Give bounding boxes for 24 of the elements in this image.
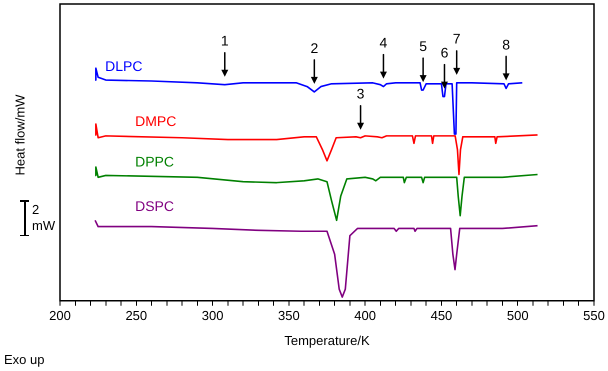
annotation: 4	[380, 34, 388, 50]
x-tick-label: 450	[430, 308, 452, 324]
x-tick-label: 200	[49, 308, 71, 324]
text: Exo up	[4, 352, 44, 367]
annotation: 2	[310, 40, 318, 56]
annotation: 7	[452, 30, 461, 47]
x-axis-title: Temperature/K	[284, 332, 370, 348]
annotation: 8	[502, 36, 510, 52]
y-axis-title: Heat flow/mW	[12, 94, 28, 176]
annotation: 1	[220, 32, 229, 49]
annotation: 3	[356, 86, 365, 102]
x-tick-label: 300	[202, 308, 224, 324]
x-tick-label: 550	[583, 308, 605, 324]
series-label: DPPC	[135, 153, 174, 170]
x-tick-label: 250	[125, 308, 148, 324]
x-tick-label: 500	[506, 308, 529, 324]
x-tick-label: 400	[354, 308, 376, 324]
series-label: DMPC	[135, 112, 176, 129]
series-label: DSPC	[135, 198, 174, 214]
annotation: 6	[440, 44, 449, 60]
x-tick-label: 350	[278, 308, 300, 324]
annotation: 5	[419, 38, 428, 54]
text: 2 mW	[32, 202, 56, 234]
series-label: DLPC	[105, 58, 142, 74]
